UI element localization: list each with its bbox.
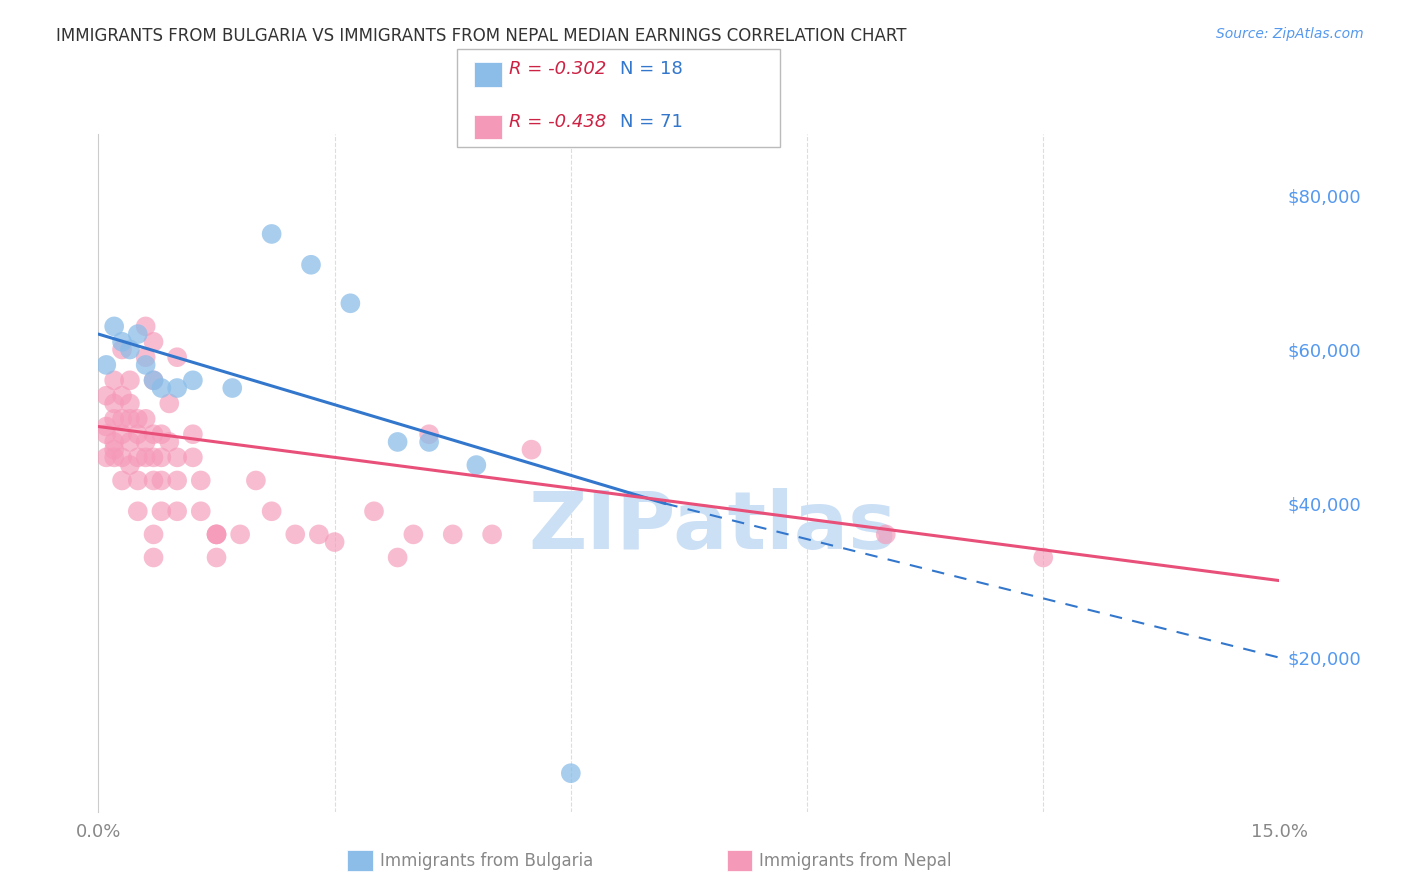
Point (190, 504, 212, 518)
Point (387, 434, 409, 449)
Point (142, 550, 165, 565)
Point (118, 373, 141, 387)
Point (111, 343, 134, 357)
Text: N = 18: N = 18 (620, 60, 683, 78)
Point (103, 442, 125, 457)
Point (135, 412, 157, 426)
Point (142, 474, 165, 488)
Point (166, 450, 188, 465)
Point (260, 227, 283, 241)
Point (111, 450, 134, 465)
Point (1032, 550, 1054, 565)
Point (96, 389, 118, 403)
Point (166, 504, 188, 518)
Point (127, 450, 149, 465)
Point (284, 527, 307, 541)
Point (118, 458, 141, 472)
Point (142, 527, 165, 541)
Point (111, 412, 134, 426)
Point (166, 381, 188, 395)
Point (96, 450, 118, 465)
Point (181, 427, 204, 442)
Point (142, 427, 165, 442)
Point (135, 350, 157, 364)
Text: R = -0.302: R = -0.302 (509, 60, 606, 78)
Point (103, 450, 125, 465)
Point (142, 373, 165, 387)
Point (166, 350, 188, 364)
Point (441, 527, 464, 541)
Point (363, 504, 385, 518)
Point (181, 450, 204, 465)
Text: Immigrants from Nepal: Immigrants from Nepal (759, 852, 952, 870)
Point (135, 434, 157, 449)
Point (157, 434, 180, 449)
Point (387, 550, 409, 565)
Text: Source: ZipAtlas.com: Source: ZipAtlas.com (1216, 27, 1364, 41)
Point (111, 389, 134, 403)
Point (205, 527, 228, 541)
Point (127, 504, 149, 518)
Point (118, 434, 141, 449)
Point (260, 504, 283, 518)
Point (875, 527, 897, 541)
Point (157, 396, 180, 410)
Point (103, 319, 125, 334)
Point (142, 373, 165, 387)
Point (96, 427, 118, 442)
Point (465, 458, 488, 472)
Point (96, 358, 118, 372)
Point (181, 373, 204, 387)
Point (560, 766, 582, 780)
Point (308, 527, 330, 541)
Point (135, 358, 157, 372)
Point (103, 396, 125, 410)
Point (127, 327, 149, 342)
Point (205, 527, 228, 541)
Point (166, 474, 188, 488)
Point (418, 427, 440, 442)
Point (418, 434, 440, 449)
Point (135, 450, 157, 465)
Point (118, 396, 141, 410)
Point (339, 296, 361, 310)
Point (205, 550, 228, 565)
Point (127, 427, 149, 442)
Point (103, 412, 125, 426)
Point (323, 535, 346, 549)
Point (127, 412, 149, 426)
Text: N = 71: N = 71 (620, 112, 683, 130)
Point (150, 427, 173, 442)
Text: Immigrants from Bulgaria: Immigrants from Bulgaria (380, 852, 593, 870)
Point (118, 343, 141, 357)
Point (103, 373, 125, 387)
Point (205, 527, 228, 541)
Point (481, 527, 503, 541)
Point (103, 434, 125, 449)
Point (111, 427, 134, 442)
Point (221, 381, 243, 395)
Point (111, 474, 134, 488)
Point (96, 419, 118, 434)
Point (118, 412, 141, 426)
Point (142, 450, 165, 465)
Text: IMMIGRANTS FROM BULGARIA VS IMMIGRANTS FROM NEPAL MEDIAN EARNINGS CORRELATION CH: IMMIGRANTS FROM BULGARIA VS IMMIGRANTS F… (56, 27, 907, 45)
Point (402, 527, 425, 541)
Point (299, 258, 322, 272)
Point (150, 474, 173, 488)
Point (142, 334, 165, 349)
Point (229, 527, 252, 541)
Point (150, 504, 173, 518)
Point (150, 450, 173, 465)
Point (127, 474, 149, 488)
Point (111, 334, 134, 349)
Point (520, 442, 543, 457)
Point (190, 474, 212, 488)
Point (245, 474, 267, 488)
Text: R = -0.438: R = -0.438 (509, 112, 606, 130)
Text: ZIPatlas: ZIPatlas (529, 488, 897, 566)
Point (150, 381, 173, 395)
Point (135, 319, 157, 334)
